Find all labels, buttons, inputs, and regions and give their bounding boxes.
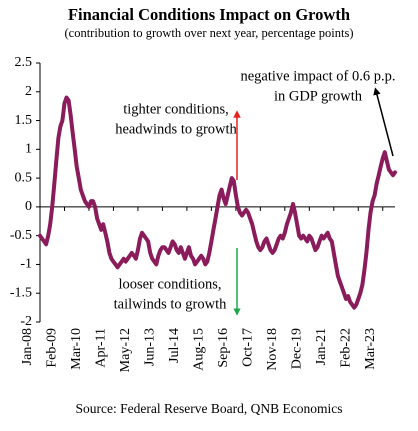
source-note: Source: Federal Reserve Board, QNB Econo… [76, 401, 343, 416]
x-tick-label: Nov-18 [265, 328, 280, 371]
y-tick-label: -2 [20, 314, 32, 329]
x-tick-label: Feb-09 [45, 328, 60, 368]
x-tick-label: Mar-23 [363, 328, 378, 370]
x-tick-label: Dec-19 [290, 328, 305, 369]
chart-subtitle: (contribution to growth over next year, … [65, 26, 354, 40]
x-tick-label: May-12 [118, 328, 133, 372]
y-tick-label: 2 [25, 84, 32, 99]
y-tick-label: 1.5 [15, 113, 33, 128]
annotation-text: negative impact of 0.6 p.p. [240, 68, 395, 84]
x-tick-label: Jul-14 [167, 328, 182, 363]
x-tick-label: Sep-16 [216, 328, 231, 368]
annotation-text: tighter conditions, [123, 101, 229, 117]
y-tick-label: 0.5 [15, 170, 33, 185]
annotation-text: tailwinds to growth [114, 296, 228, 312]
annotation-text: in GDP growth [274, 88, 363, 104]
chart-title: Financial Conditions Impact on Growth [68, 5, 350, 24]
annotation-arrow [373, 87, 394, 157]
annotation-text: looser conditions, [118, 276, 221, 292]
y-tick-label: 2.5 [15, 55, 33, 70]
y-tick-label: -0.5 [10, 228, 32, 243]
y-tick-label: -1.5 [10, 285, 32, 300]
y-tick-label: -1 [20, 257, 32, 272]
x-tick-label: Feb-22 [338, 328, 353, 368]
x-tick-label: Apr-11 [94, 328, 109, 368]
x-tick-label: Jan-21 [314, 328, 329, 365]
series-line [38, 95, 397, 310]
x-tick-label: Mar-10 [69, 328, 84, 370]
x-tick-label: Aug-15 [192, 328, 207, 371]
y-tick-label: 0 [25, 199, 32, 214]
x-tick-label: Jan-08 [20, 328, 35, 365]
y-tick-label: 1 [25, 142, 32, 157]
x-tick-label: Oct-17 [241, 328, 256, 367]
x-tick-label: Jun-13 [143, 328, 158, 366]
annotation-text: headwinds to growth [115, 121, 237, 137]
